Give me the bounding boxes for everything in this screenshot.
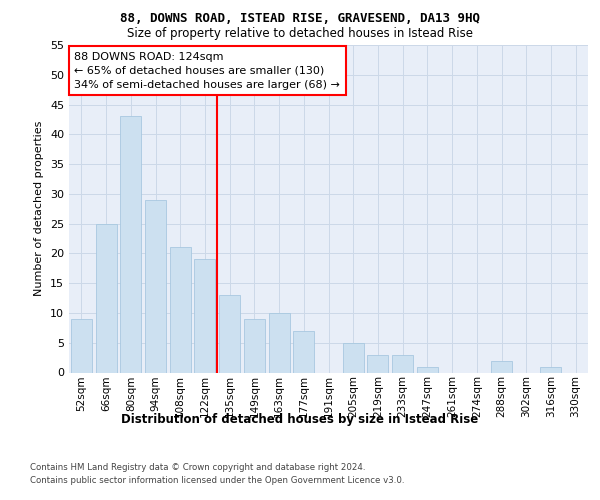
Text: 88, DOWNS ROAD, ISTEAD RISE, GRAVESEND, DA13 9HQ: 88, DOWNS ROAD, ISTEAD RISE, GRAVESEND, … (120, 12, 480, 26)
Bar (293, 331, 314, 372)
Bar (170, 248, 191, 372)
Bar (244, 319, 265, 372)
Bar (95, 224, 116, 372)
Bar (219, 295, 240, 372)
Bar (269, 313, 290, 372)
Bar (417, 366, 438, 372)
Text: 88 DOWNS ROAD: 124sqm
← 65% of detached houses are smaller (130)
34% of semi-det: 88 DOWNS ROAD: 124sqm ← 65% of detached … (74, 52, 340, 90)
Text: Distribution of detached houses by size in Istead Rise: Distribution of detached houses by size … (121, 412, 479, 426)
Bar (367, 354, 388, 372)
Bar (392, 354, 413, 372)
Bar (343, 342, 364, 372)
Bar (194, 260, 215, 372)
Bar (491, 360, 512, 372)
Bar (120, 116, 141, 372)
Text: Contains public sector information licensed under the Open Government Licence v3: Contains public sector information licen… (30, 476, 404, 485)
Bar (71, 319, 92, 372)
Bar (145, 200, 166, 372)
Text: Contains HM Land Registry data © Crown copyright and database right 2024.: Contains HM Land Registry data © Crown c… (30, 462, 365, 471)
Y-axis label: Number of detached properties: Number of detached properties (34, 121, 44, 296)
Text: Size of property relative to detached houses in Istead Rise: Size of property relative to detached ho… (127, 28, 473, 40)
Bar (541, 366, 562, 372)
